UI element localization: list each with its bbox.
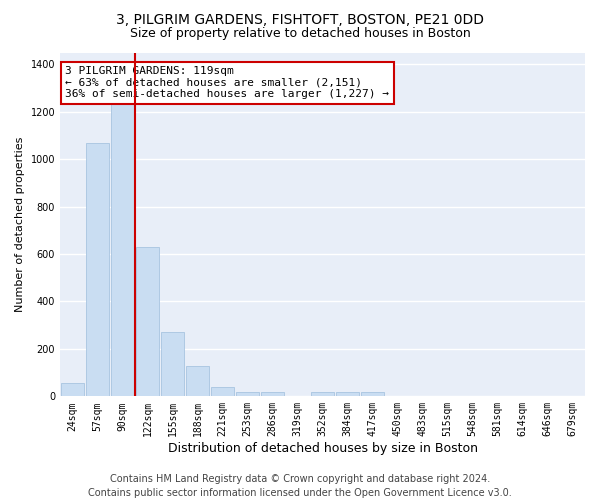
Bar (261, 392, 284, 396)
Bar (336, 392, 359, 396)
Bar (211, 388, 234, 396)
Bar (86, 142, 109, 396)
Bar (236, 392, 259, 396)
Bar (136, 247, 159, 396)
Bar (186, 366, 209, 396)
Text: 3 PILGRIM GARDENS: 119sqm
← 63% of detached houses are smaller (2,151)
36% of se: 3 PILGRIM GARDENS: 119sqm ← 63% of detac… (65, 66, 389, 100)
Text: 3, PILGRIM GARDENS, FISHTOFT, BOSTON, PE21 0DD: 3, PILGRIM GARDENS, FISHTOFT, BOSTON, PE… (116, 12, 484, 26)
Text: Contains HM Land Registry data © Crown copyright and database right 2024.
Contai: Contains HM Land Registry data © Crown c… (88, 474, 512, 498)
Text: Size of property relative to detached houses in Boston: Size of property relative to detached ho… (130, 28, 470, 40)
X-axis label: Distribution of detached houses by size in Boston: Distribution of detached houses by size … (167, 442, 478, 455)
Bar (311, 392, 334, 396)
Bar (111, 100, 134, 396)
Bar (361, 392, 384, 396)
Bar (161, 332, 184, 396)
Y-axis label: Number of detached properties: Number of detached properties (15, 136, 25, 312)
Bar (61, 384, 84, 396)
